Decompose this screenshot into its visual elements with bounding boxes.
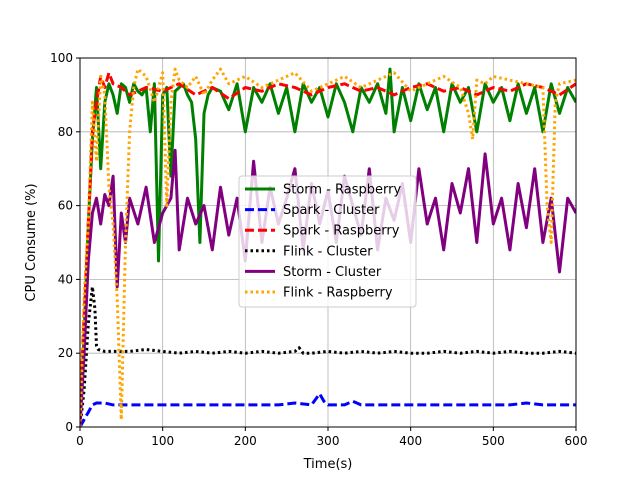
- axis-ticks: 0 100 200 300 400 500 600 0 20 40 60 80 100: [50, 51, 587, 448]
- y-tick-label: 60: [58, 199, 73, 213]
- y-axis-label: CPU Consume (%): [24, 183, 39, 301]
- legend-box: [238, 175, 417, 308]
- legend-entry: Flink - Raspberry: [283, 286, 393, 301]
- y-tick-label: 80: [58, 125, 73, 139]
- x-tick-label: 300: [317, 434, 340, 448]
- series-line-flink-raspberry: [80, 67, 576, 427]
- legend-entry: Spark - Cluster: [283, 203, 380, 218]
- x-tick-label: 400: [399, 434, 422, 448]
- legend-entry: Storm - Cluster: [283, 265, 382, 280]
- legend-entry: Spark - Raspberry: [283, 224, 400, 239]
- legend-entry: Flink - Cluster: [283, 244, 373, 259]
- x-tick-label: 200: [234, 434, 257, 448]
- x-tick-label: 100: [151, 434, 174, 448]
- series-line-flink-cluster: [80, 285, 576, 427]
- x-tick-label: 0: [76, 434, 84, 448]
- y-tick-label: 0: [65, 420, 73, 434]
- y-tick-label: 40: [58, 272, 73, 286]
- legend-entry: Storm - Raspberry: [283, 183, 401, 198]
- x-tick-label: 500: [482, 434, 505, 448]
- legend: Storm - Raspberry Spark - Cluster Spark - …: [238, 175, 417, 308]
- series-line-spark-raspberry: [80, 71, 576, 409]
- y-tick-label: 100: [50, 51, 73, 65]
- x-axis-label: Time(s): [303, 457, 353, 472]
- x-tick-label: 600: [565, 434, 588, 448]
- y-tick-label: 20: [58, 346, 73, 360]
- series-line-spark-cluster: [80, 392, 576, 427]
